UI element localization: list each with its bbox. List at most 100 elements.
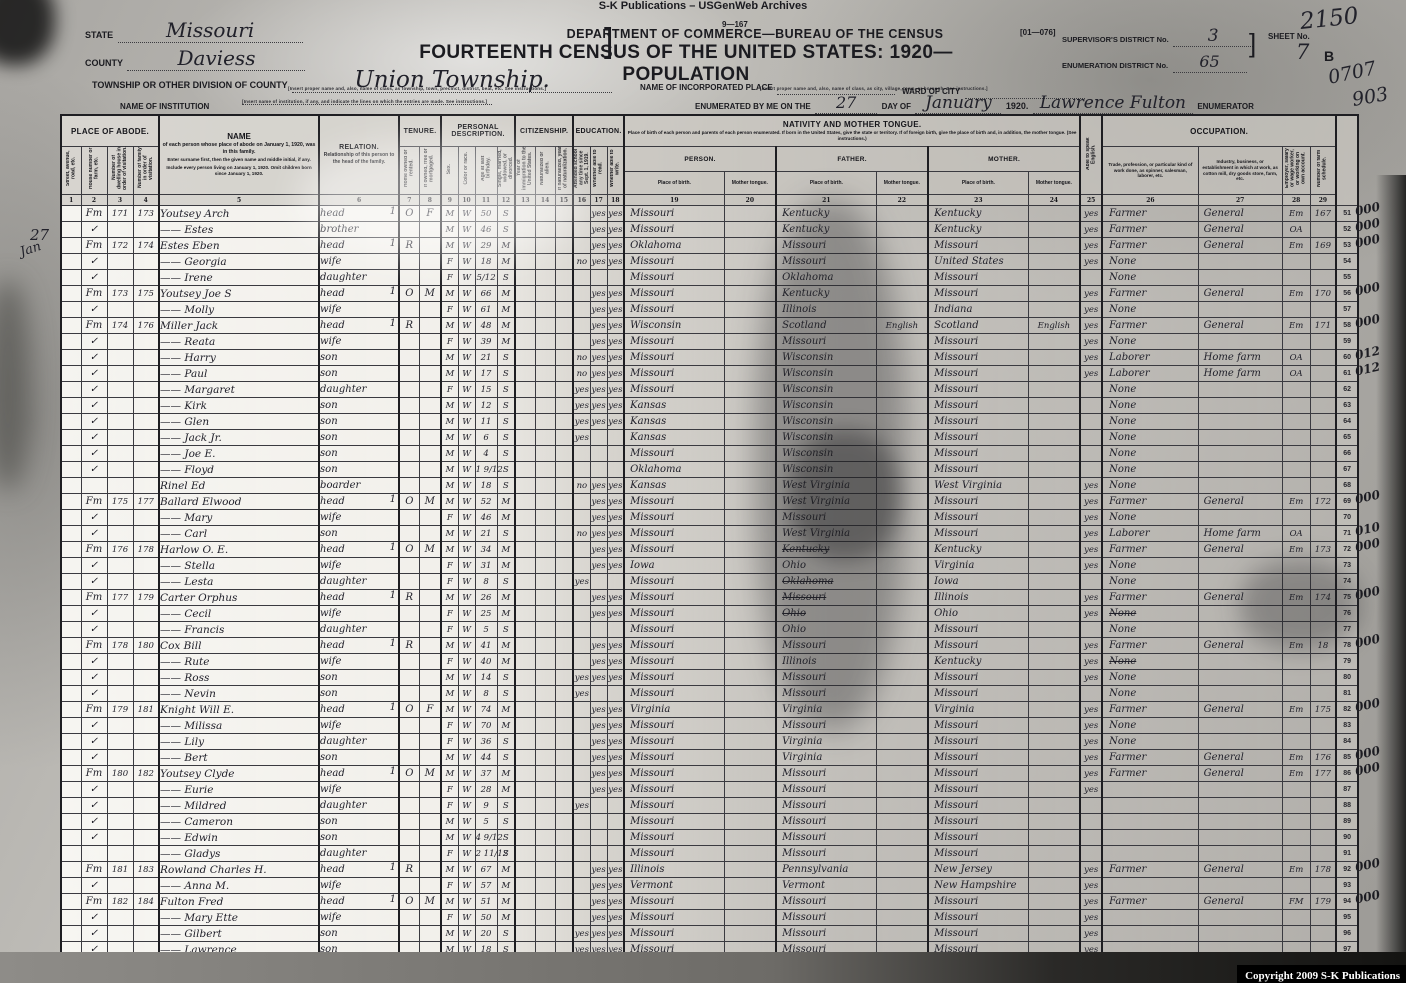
cell-family-number (132, 605, 160, 622)
cell-occupation: Laborer (1101, 525, 1199, 542)
cell-industry (1197, 269, 1283, 286)
cell-person-birthplace: Missouri (623, 749, 725, 766)
cell-able-to-write: yes (606, 285, 625, 302)
cell-naturalized (534, 349, 556, 366)
cell-mortgage (418, 381, 442, 398)
cell-farm-schedule-number: 175 (1309, 701, 1337, 718)
cell-street (60, 461, 82, 478)
subgroup-mother: MOTHER. (927, 146, 1081, 172)
enumeration-value: 65 (1199, 52, 1220, 71)
cell-speaks-english: yes (1079, 333, 1103, 350)
cell-name: —— Reata (158, 333, 320, 350)
cell-family-number (132, 477, 160, 494)
cell-naturalized (534, 765, 556, 782)
cell-attended-school (572, 461, 591, 478)
cell-home-owned (398, 381, 420, 398)
cell-line-number: 69 000 (1335, 488, 1381, 510)
cell-speaks-english: yes (1079, 717, 1103, 734)
cell-industry (1197, 253, 1283, 270)
cell-able-to-read: yes (589, 237, 608, 254)
cell-person-tongue (723, 829, 777, 846)
cell-industry (1197, 509, 1283, 526)
cell-home-owned (398, 717, 420, 734)
cell-race: W (457, 557, 476, 574)
cell-family-number (132, 509, 160, 526)
cell-farm-schedule-number (1309, 653, 1337, 670)
cell-father-birthplace: Wisconsin (775, 397, 877, 414)
cell-father-tongue (875, 717, 929, 734)
cell-naturalization-year (554, 317, 574, 334)
cell-age: 25 (474, 605, 498, 622)
cell-race: W (457, 653, 476, 670)
cell-dwelling-number (106, 349, 134, 366)
cell-father-tongue (875, 205, 929, 222)
cell-able-to-read: yes (589, 861, 608, 878)
census-row: ✓ —— Estes brother M W 46 S yes yes Miss… (60, 216, 1381, 238)
cell-line-number: 59 (1335, 333, 1359, 350)
cell-mother-tongue (1027, 557, 1081, 574)
cell-able-to-read: yes (589, 477, 608, 494)
cell-line-number: 73 (1335, 557, 1359, 574)
cell-relation: son (318, 461, 400, 478)
cell-naturalized (534, 861, 556, 878)
bottom-edge-shadow (0, 952, 1406, 983)
cell-attended-school: yes (572, 381, 591, 398)
cell-person-birthplace: Missouri (623, 285, 725, 302)
col-immigration-year: Year of immigration to the United States… (514, 146, 536, 195)
cell-street (60, 237, 82, 254)
cell-family-number (132, 781, 160, 798)
cell-race: W (457, 733, 476, 750)
cell-age: 8 (474, 573, 498, 590)
cell-sex: M (440, 925, 459, 942)
cell-dwelling-number: 180 (106, 765, 134, 782)
cell-farm-mark: ✓ (80, 333, 108, 350)
cell-immigration-year (514, 733, 536, 750)
cell-mortgage (418, 845, 442, 862)
cell-person-birthplace: Missouri (623, 829, 725, 846)
cell-father-birthplace: Missouri (775, 781, 877, 798)
cell-immigration-year (514, 381, 536, 398)
col-dwelling-number: Number of dwelling house in order of vis… (106, 146, 134, 195)
cell-name: —— Gilbert (158, 925, 320, 942)
cell-relation: head 1 (318, 765, 400, 782)
cell-attended-school (572, 557, 591, 574)
cell-marital: M (496, 637, 516, 654)
cell-employer-class (1281, 653, 1311, 670)
cell-dwelling-number (106, 669, 134, 686)
state-field: STATE Missouri (85, 20, 303, 43)
cell-street (60, 653, 82, 670)
cell-dwelling-number (106, 509, 134, 526)
cell-age: 28 (474, 781, 498, 798)
cell-person-tongue (723, 253, 777, 270)
cell-attended-school: no (572, 349, 591, 366)
group-place-of-abode: PLACE OF ABODE. (60, 114, 160, 147)
cell-race: W (457, 589, 476, 606)
cell-farm-schedule-number (1309, 781, 1337, 798)
cell-immigration-year (514, 669, 536, 686)
cell-relation: head 1 (318, 285, 400, 302)
cell-immigration-year (514, 349, 536, 366)
cell-farm-mark: ✓ (80, 829, 108, 846)
cell-naturalized (534, 701, 556, 718)
cell-father-tongue (875, 397, 929, 414)
cell-street (60, 605, 82, 622)
cell-naturalization-year (554, 221, 574, 238)
cell-farm-schedule-number: 167 (1309, 205, 1337, 222)
cell-name: —— Edwin (158, 829, 320, 846)
cell-mother-birthplace: Missouri (927, 621, 1029, 638)
cell-farm-schedule-number (1309, 621, 1337, 638)
cell-age: 17 (474, 365, 498, 382)
cell-farm-schedule-number: 174 (1309, 589, 1337, 606)
census-row: ✓ —— Bert son M W 44 S yes yes Missouri … (60, 744, 1381, 766)
col-color-race: Color or race. (457, 146, 476, 195)
cell-farm-schedule-number (1309, 829, 1337, 846)
cell-age: 1 9/12 (474, 461, 503, 478)
cell-immigration-year (514, 557, 536, 574)
cell-industry: General (1197, 221, 1283, 238)
cell-farm-schedule-number (1309, 349, 1337, 366)
census-row: Fm 173 175 Youtsey Joe S head 1 O M M W 6… (60, 280, 1381, 302)
cell-race: W (457, 893, 476, 910)
cell-marital: M (496, 765, 516, 782)
cell-person-birthplace: Missouri (623, 909, 725, 926)
cell-able-to-read: yes (589, 333, 608, 350)
